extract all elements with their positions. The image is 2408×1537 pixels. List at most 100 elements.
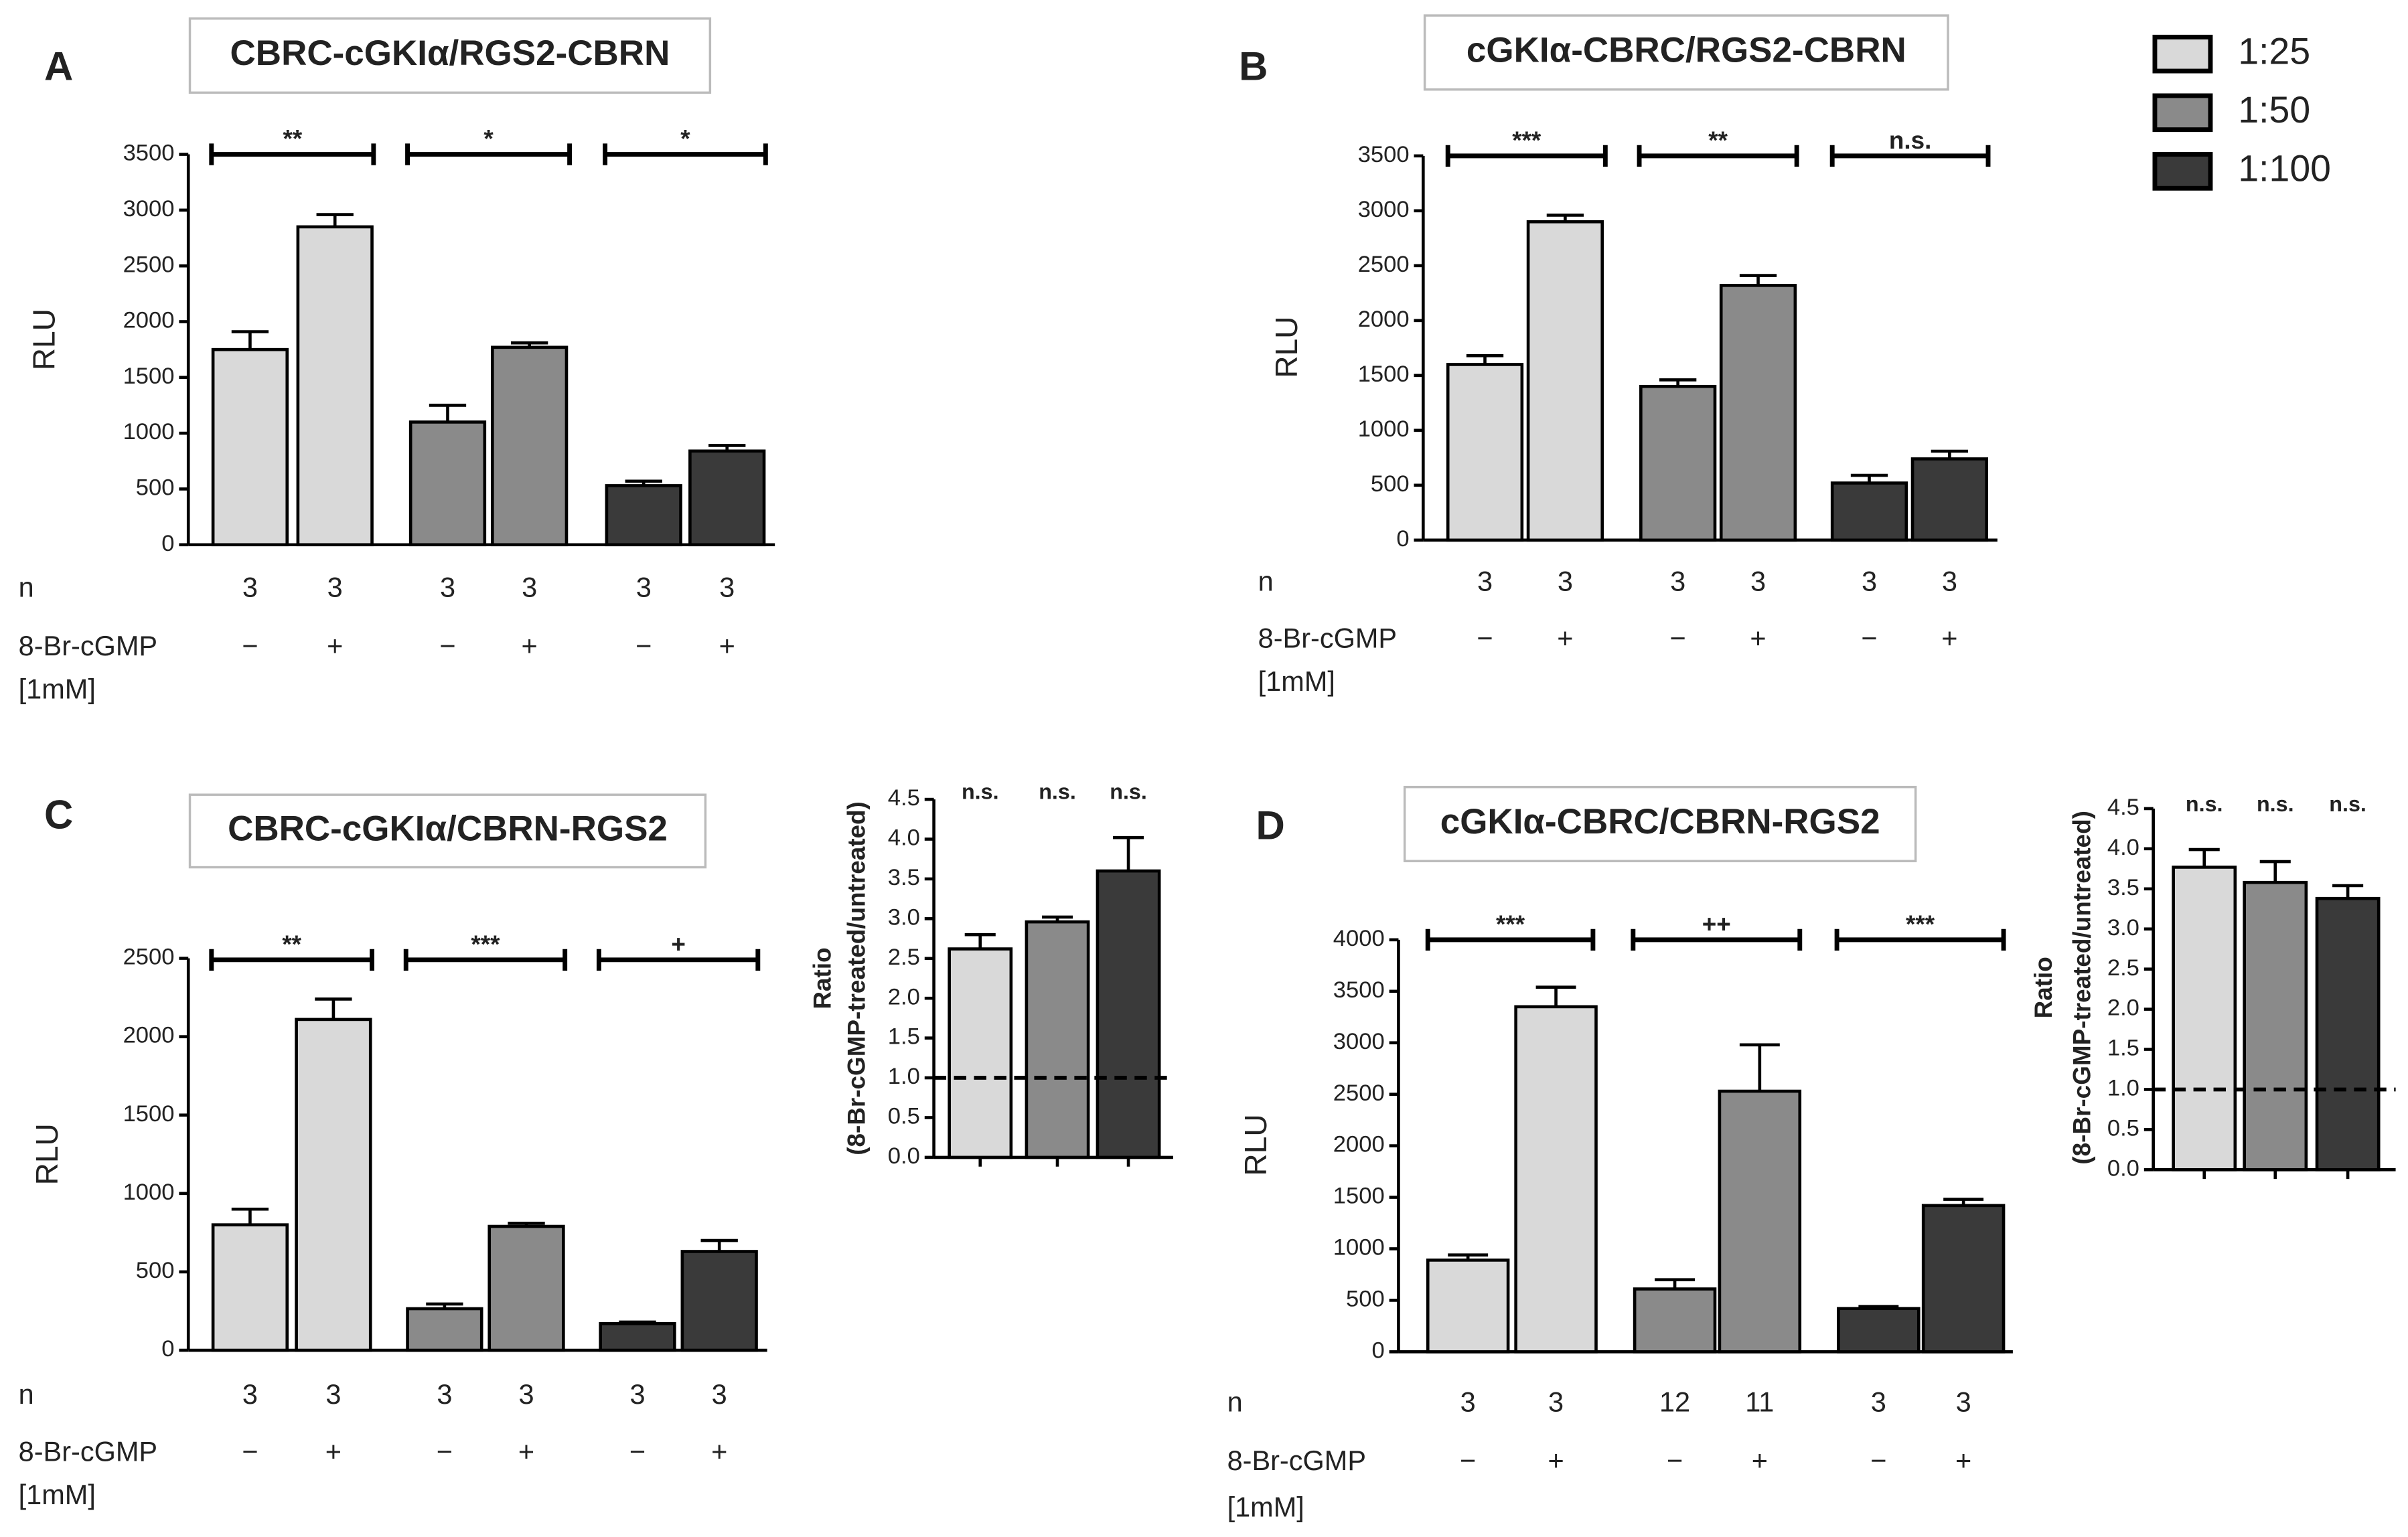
y-tick-label: 2500: [123, 945, 175, 970]
bar: [1830, 481, 1908, 542]
significance: n.s.: [2329, 792, 2366, 816]
y-tick-label: 500: [136, 475, 175, 501]
significance: *: [483, 125, 494, 153]
y-tick-label: 0: [161, 531, 174, 556]
n-value: 3: [1750, 565, 1766, 596]
treatment-sign: −: [439, 630, 455, 661]
y-tick-label: 0: [1371, 1338, 1384, 1363]
n-value: 3: [440, 572, 455, 603]
y-tick-label: 0: [1396, 526, 1409, 552]
treatment-sign: +: [1557, 623, 1573, 654]
treatment-sign: −: [1670, 623, 1686, 654]
significance: ***: [471, 931, 500, 958]
n-value: 3: [636, 572, 652, 603]
n-value: 3: [1670, 565, 1685, 596]
n-value: 3: [242, 572, 258, 603]
bar: [211, 347, 289, 547]
bar: [295, 1018, 372, 1352]
n-value: 3: [712, 1378, 727, 1410]
y-tick-label: 3000: [123, 196, 175, 222]
n-value: 3: [1460, 1386, 1476, 1418]
y-tick-label: 1000: [1358, 416, 1410, 442]
significance: **: [283, 125, 302, 153]
y-axis-label: (8-Br-cGMP-treated/untreated): [842, 801, 870, 1155]
n-value: 3: [242, 1378, 258, 1410]
y-tick-label: 4000: [1333, 926, 1385, 951]
y-tick-label: 1000: [1333, 1235, 1385, 1261]
y-tick-label: 0.0: [2107, 1155, 2139, 1181]
significance: **: [1708, 127, 1728, 154]
n-value: 3: [1871, 1386, 1886, 1418]
bar: [2243, 880, 2308, 1171]
bar: [211, 1223, 289, 1352]
y-tick-label: 1500: [123, 1101, 175, 1127]
y-tick-label: 2500: [1358, 252, 1410, 277]
y-tick-label: 3500: [123, 141, 175, 166]
y-tick-label: 0.5: [888, 1104, 920, 1129]
y-tick-label: 2.0: [888, 984, 920, 1009]
significance: ***: [1906, 910, 1935, 938]
treatment-sign: +: [711, 1435, 727, 1467]
y-tick-label: 2000: [123, 308, 175, 333]
treatment-unit: [1mM]: [19, 673, 96, 705]
n-value: 12: [1659, 1386, 1690, 1418]
treatment-sign: +: [1750, 623, 1766, 654]
bar: [680, 1250, 758, 1352]
n-value: 3: [327, 572, 343, 603]
y-axis-label: RLU: [29, 1123, 64, 1185]
significance: **: [282, 931, 301, 958]
legend-swatch: [2152, 34, 2213, 74]
n-value: 3: [629, 1378, 645, 1410]
bar: [408, 420, 487, 547]
bar: [1446, 363, 1524, 542]
bar: [1837, 1307, 1921, 1354]
bar: [1910, 457, 1989, 542]
n-value: 3: [522, 572, 537, 603]
legend-label: 1:25: [2238, 30, 2310, 72]
y-axis-label: Ratio: [809, 947, 836, 1009]
bar: [1514, 1005, 1598, 1354]
y-tick-label: 2000: [1333, 1132, 1385, 1157]
y-tick-label: 3000: [1358, 197, 1410, 222]
y-tick-label: 2.5: [2107, 955, 2139, 981]
treatment-sign: −: [437, 1435, 453, 1467]
y-axis-label: Ratio: [2030, 957, 2057, 1018]
bar: [1526, 220, 1604, 542]
treatment-sign: −: [1861, 623, 1877, 654]
y-tick-label: 1.5: [2107, 1036, 2139, 1061]
treatment-sign: +: [522, 630, 538, 661]
significance: n.s.: [1110, 779, 1147, 803]
treatment-label: 8-Br-cGMP: [19, 630, 157, 661]
n-label: n: [1227, 1386, 1243, 1418]
y-tick-label: 4.5: [888, 785, 920, 811]
legend-swatch: [2152, 93, 2213, 133]
bar: [688, 449, 766, 547]
bar: [1921, 1204, 2006, 1354]
treatment-sign: +: [1548, 1445, 1564, 1476]
significance: *: [680, 125, 690, 153]
treatment-unit: [1mM]: [19, 1479, 96, 1510]
n-value: 3: [1548, 1386, 1564, 1418]
y-tick-label: 0.5: [2107, 1116, 2139, 1141]
significance: n.s.: [2186, 792, 2223, 816]
chart-title: cGKIα-CBRC/CBRN-RGS2: [1440, 802, 1880, 841]
n-value: 11: [1745, 1386, 1774, 1418]
treatment-sign: −: [635, 630, 652, 661]
chart-title: CBRC-cGKIα/CBRN-RGS2: [228, 809, 668, 848]
y-tick-label: 1.0: [2107, 1076, 2139, 1101]
y-tick-label: 2.5: [888, 945, 920, 970]
bar: [296, 225, 374, 547]
significance: n.s.: [962, 779, 999, 803]
legend-label: 1:100: [2238, 148, 2330, 189]
chart-title: cGKIα-CBRC/RGS2-CBRN: [1466, 30, 1906, 70]
y-tick-label: 2500: [1333, 1080, 1385, 1106]
treatment-sign: −: [242, 1435, 258, 1467]
n-value: 3: [1477, 565, 1493, 596]
bar: [605, 484, 682, 547]
y-axis-label: RLU: [1269, 317, 1304, 378]
bar: [406, 1307, 483, 1352]
significance: ***: [1496, 910, 1525, 938]
y-tick-label: 3000: [1333, 1029, 1385, 1054]
treatment-unit: [1mM]: [1258, 665, 1335, 697]
